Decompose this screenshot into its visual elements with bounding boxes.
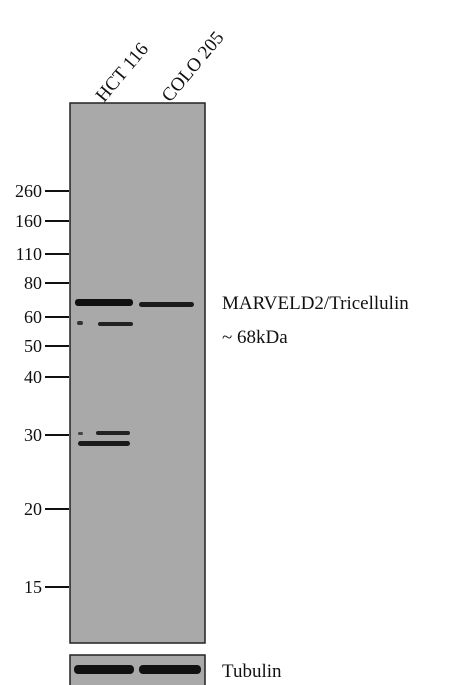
marker-label: 15 <box>24 577 42 597</box>
figure: HCT 116 COLO 205 MARVELD2/Tricellulin ~ … <box>0 0 460 685</box>
marker-label: 50 <box>24 336 42 356</box>
band <box>98 322 133 326</box>
marker-label: 160 <box>15 211 42 231</box>
marker-label: 260 <box>15 181 42 201</box>
band <box>75 299 133 306</box>
blot-figure: HCT 116 COLO 205 MARVELD2/Tricellulin ~ … <box>0 0 460 685</box>
band <box>78 432 83 435</box>
lane-label: COLO 205 <box>158 28 229 107</box>
band <box>96 431 130 435</box>
marker-label: 110 <box>16 244 42 264</box>
band-name: MARVELD2/Tricellulin <box>222 293 409 314</box>
marker-label: 40 <box>24 367 42 387</box>
marker-label: 60 <box>24 307 42 327</box>
marker-label: 80 <box>24 273 42 293</box>
band <box>139 302 194 307</box>
loading-control-label: Tubulin <box>222 661 282 682</box>
tubulin-band <box>139 665 201 674</box>
blot-membrane <box>70 103 205 643</box>
marker-ladder: 260 160 110 80 60 50 40 30 20 15 <box>15 181 69 597</box>
marker-label: 30 <box>24 425 42 445</box>
band <box>78 441 130 446</box>
marker-label: 20 <box>24 499 42 519</box>
lane-label: HCT 116 <box>92 39 153 106</box>
band-size: ~ 68kDa <box>222 327 288 348</box>
band <box>77 321 83 325</box>
tubulin-band <box>74 665 134 674</box>
